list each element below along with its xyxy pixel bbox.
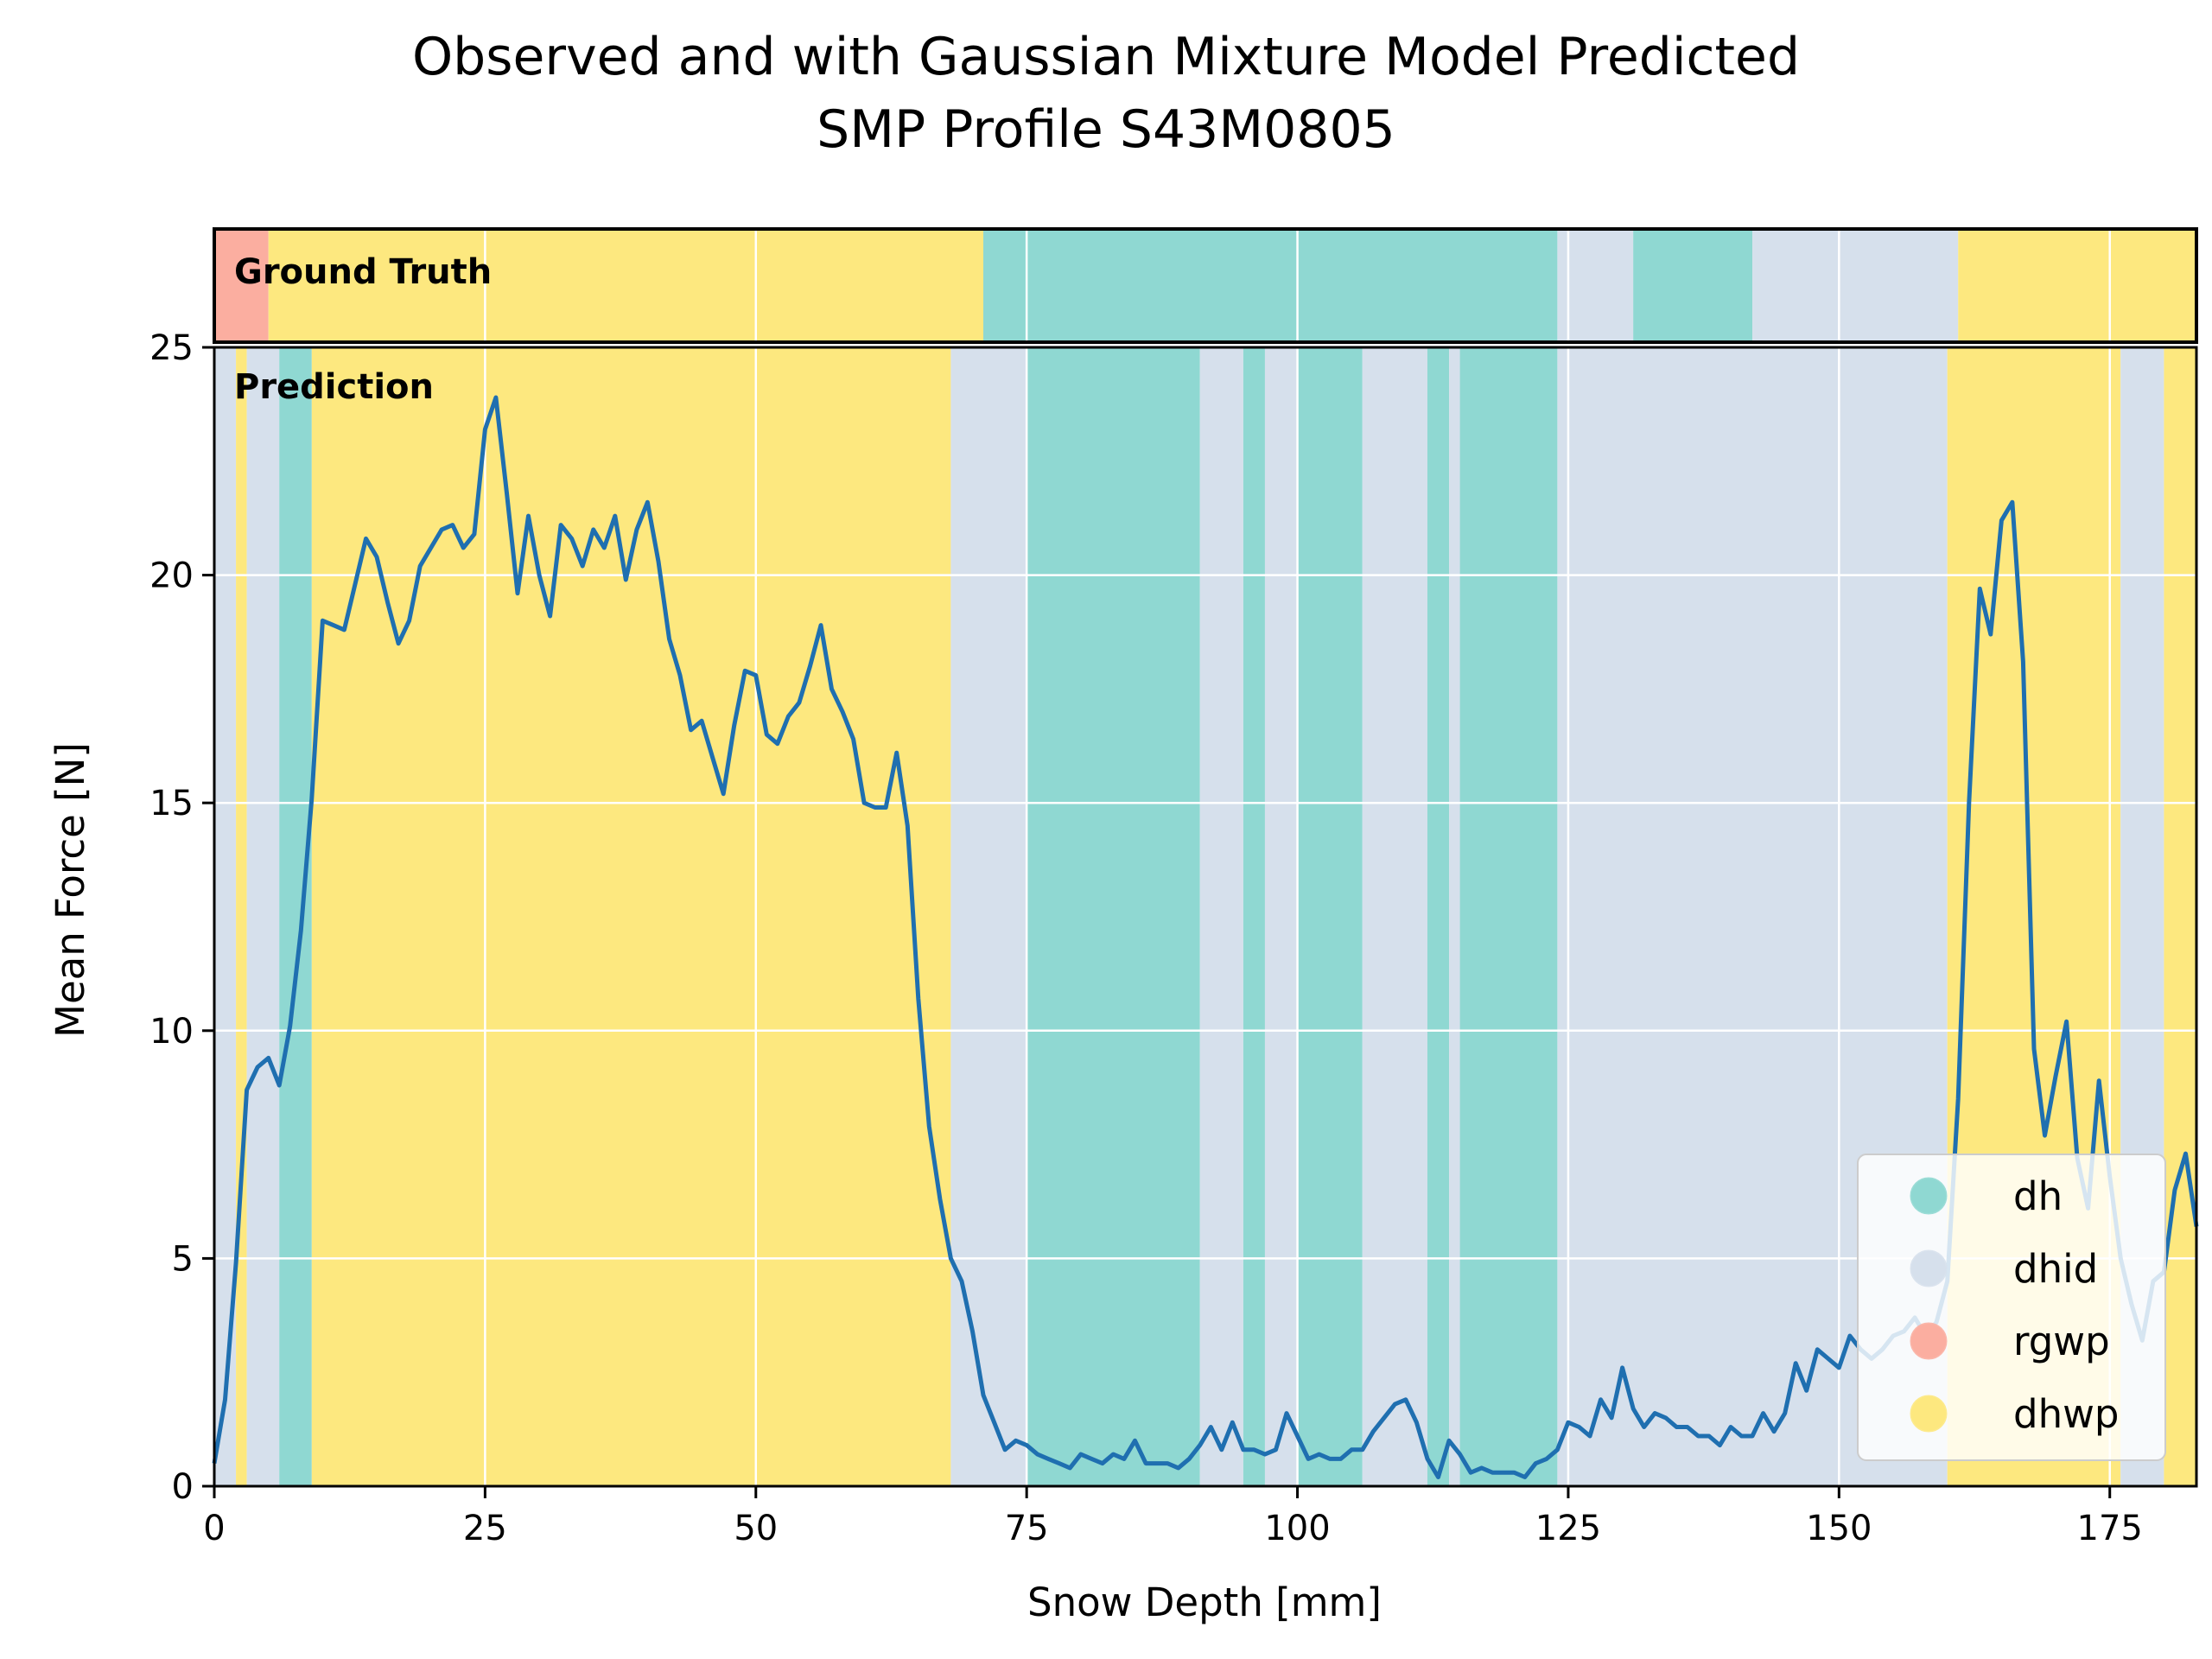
y-tick-label: 10 <box>149 1012 194 1052</box>
plot-frame <box>213 346 2198 1488</box>
legend-label-dhwp: dhwp <box>2013 1391 2119 1437</box>
prediction-band-dh <box>1243 347 1265 1486</box>
ground-truth-frame <box>213 227 2198 344</box>
prediction-band-dhwp <box>236 347 247 1486</box>
x-tick-label: 100 <box>1264 1509 1330 1548</box>
x-tick-label: 50 <box>734 1509 778 1548</box>
ground-truth-band-dhid <box>1557 229 1634 342</box>
legend-label-rgwp: rgwp <box>2013 1319 2110 1364</box>
y-axis-ticks: 0 5 10 15 20 25 <box>149 328 214 1507</box>
prediction-band-dh <box>1427 347 1450 1486</box>
legend-label-dhid: dhid <box>2013 1246 2098 1292</box>
prediction-band-dhid <box>1362 347 1427 1486</box>
prediction-band-dhid <box>1264 347 1298 1486</box>
prediction-band-dhid <box>246 347 280 1486</box>
x-tick-label: 150 <box>1806 1509 1872 1548</box>
ground-truth-band-dhid <box>1752 229 1959 342</box>
prediction-band-dhid <box>1199 347 1243 1486</box>
y-tick-label: 25 <box>149 328 194 368</box>
prediction-band-dhwp <box>2164 347 2196 1486</box>
y-tick-label: 15 <box>149 784 194 823</box>
ground-truth-bands <box>214 229 2196 342</box>
legend-marker-dhwp <box>1910 1395 1948 1433</box>
prediction-band-dh <box>1027 347 1200 1486</box>
prediction-band-dh <box>1459 347 1558 1486</box>
x-tick-label: 75 <box>1005 1509 1049 1548</box>
prediction-band-dh <box>279 347 312 1486</box>
legend-marker-dhid <box>1910 1249 1948 1287</box>
prediction-label: Prediction <box>234 367 434 407</box>
prediction-band-dhid <box>1449 347 1460 1486</box>
x-tick-label: 175 <box>2077 1509 2143 1548</box>
x-axis-ticks: 0 25 50 75 100 125 150 175 <box>203 1486 2143 1548</box>
x-tick-label: 125 <box>1535 1509 1601 1548</box>
ground-truth-band-dhwp <box>268 229 984 342</box>
y-axis-label: Mean Force [N] <box>48 742 93 1038</box>
y-tick-label: 20 <box>149 556 194 596</box>
y-tick-label: 5 <box>172 1239 194 1279</box>
legend-box <box>1857 1154 2166 1461</box>
x-tick-label: 0 <box>203 1509 225 1548</box>
x-tick-label: 25 <box>463 1509 507 1548</box>
legend-marker-rgwp <box>1910 1322 1948 1360</box>
ground-truth-band-dh <box>1633 229 1753 342</box>
legend-marker-dh <box>1910 1177 1948 1215</box>
x-axis-label: Snow Depth [mm] <box>1027 1580 1382 1625</box>
ground-truth-band-dhwp <box>1958 229 2196 342</box>
ground-truth-band-rgwp <box>214 229 269 342</box>
prediction-band-dhwp <box>311 347 951 1486</box>
ground-truth-band-dh <box>983 229 1558 342</box>
chart-title-line-1: Observed and with Gaussian Mixture Model… <box>412 27 1800 87</box>
prediction-band-dhid <box>950 347 1027 1486</box>
prediction-band-dh <box>1297 347 1363 1486</box>
y-tick-label: 0 <box>172 1467 194 1507</box>
legend: dh dhid rgwp dhwp <box>1857 1154 2166 1461</box>
legend-label-dh: dh <box>2013 1173 2063 1219</box>
chart-title-line-2: SMP Profile S43M0805 <box>817 99 1395 160</box>
ground-truth-label: Ground Truth <box>234 252 492 292</box>
